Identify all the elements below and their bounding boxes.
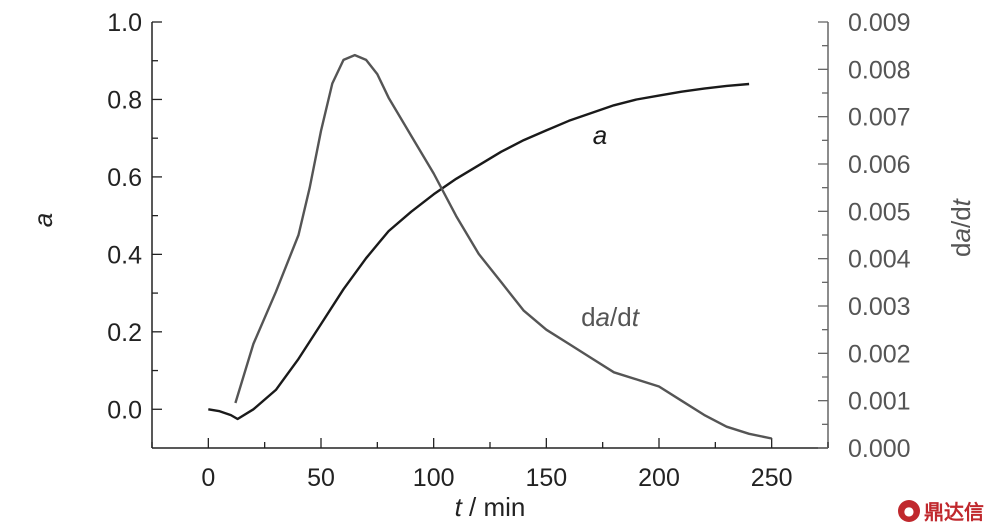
series-line-a [208,82,750,421]
y-right-tick-label: 0.006 [848,151,911,179]
y-left-tick-label: 0.4 [107,241,142,269]
y-left-tick-label: 0.8 [107,86,142,114]
dingdaxin-logo-icon: ● [898,499,920,522]
x-tick-label: 250 [751,464,793,492]
x-tick-label: 150 [525,464,567,492]
y-left-tick-label: 0.0 [107,396,142,424]
y-right-tick-label: 0.008 [848,56,911,84]
y-left-tick-label: 0.6 [107,164,142,192]
watermark-text: 鼎达信 [924,500,984,524]
y-right-tick-label: 0.007 [848,104,911,132]
y-right-tick-label: 0.002 [848,340,911,368]
y-right-axis-title: da/dt [946,197,976,257]
y-right-tick-label: 0.009 [848,9,911,37]
series-lines [208,53,772,440]
x-tick-label: 200 [638,464,680,492]
x-axis-title: t / min [455,492,526,522]
y-right-tick-label: 0.004 [848,246,911,274]
series-line-da-dt [234,53,772,440]
y-left-axis-title: a [28,213,58,227]
y-right-tick-label: 0.003 [848,293,911,321]
tick-labels: 0 50 100 150 200 250 0.0 0.2 0.4 0.6 0.8 1.0 0.000 0.… [107,9,910,492]
y-left-tick-label: 0.2 [107,319,142,347]
series-label-da-dt: da/dt [581,302,641,332]
x-tick-label: 50 [307,464,335,492]
x-tick-label: 0 [201,464,215,492]
x-tick-label: 100 [413,464,455,492]
y-right-tick-label: 0.000 [848,435,911,463]
series-label-a: a [593,120,607,150]
y-left-tick-label: 1.0 [107,9,142,37]
y-right-tick-label: 0.005 [848,198,911,226]
tick-marks [151,21,829,449]
watermark: ● 鼎达信 [898,496,984,525]
y-right-tick-label: 0.001 [848,388,911,416]
chart-labels: a da/dt t / min a da/dt [28,120,976,522]
